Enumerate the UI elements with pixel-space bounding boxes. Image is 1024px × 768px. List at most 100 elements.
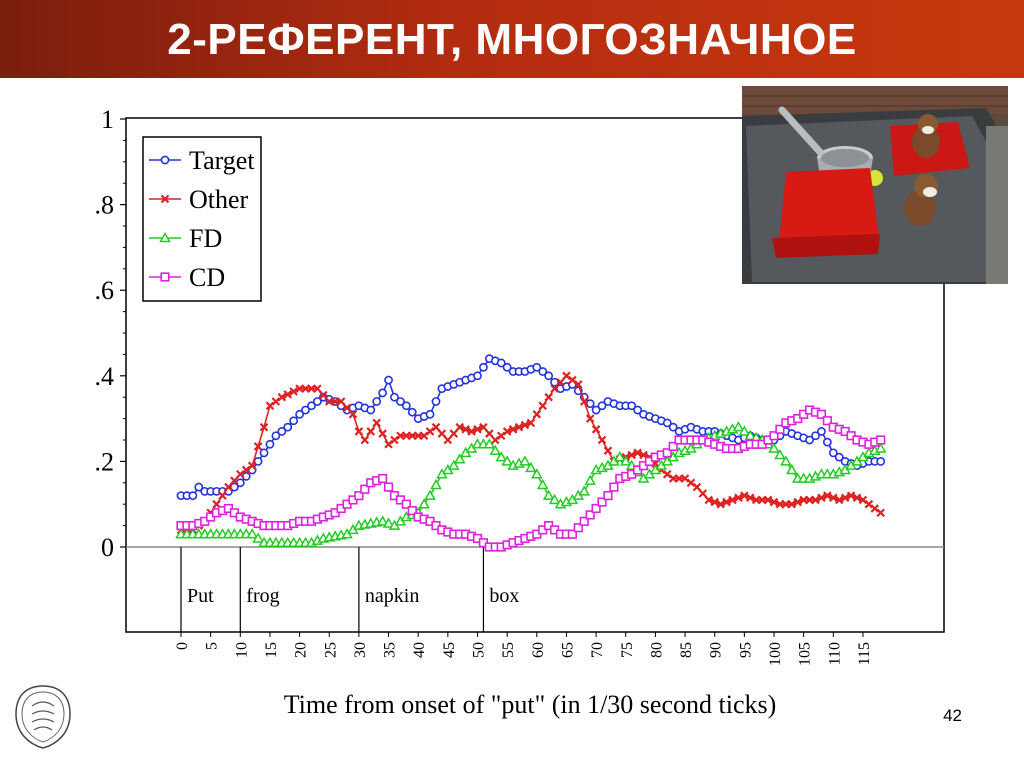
data-point bbox=[241, 465, 251, 475]
data-point bbox=[229, 482, 239, 492]
y-tick-label: .6 bbox=[95, 276, 115, 305]
data-point bbox=[531, 468, 543, 479]
data-point bbox=[692, 482, 702, 492]
x-tick-label: 15 bbox=[263, 642, 280, 658]
data-point bbox=[585, 414, 595, 423]
data-point bbox=[538, 367, 548, 376]
data-point bbox=[419, 431, 429, 440]
data-point bbox=[662, 448, 672, 458]
data-point bbox=[710, 497, 719, 507]
data-point bbox=[811, 431, 820, 441]
data-point bbox=[277, 427, 287, 436]
data-point bbox=[418, 498, 430, 509]
data-point bbox=[591, 425, 601, 434]
data-point bbox=[247, 461, 257, 470]
data-point bbox=[774, 448, 786, 460]
page-number: 42 bbox=[943, 706, 962, 725]
data-point bbox=[858, 495, 868, 505]
x-tick-label: 75 bbox=[619, 642, 636, 658]
data-point bbox=[425, 427, 435, 436]
data-point bbox=[283, 390, 293, 399]
data-point bbox=[390, 392, 399, 402]
data-point bbox=[224, 482, 233, 492]
data-point bbox=[817, 493, 826, 503]
data-point bbox=[591, 503, 601, 514]
data-point bbox=[336, 397, 346, 406]
data-point bbox=[230, 476, 239, 485]
data-point bbox=[584, 474, 596, 485]
data-point bbox=[786, 463, 798, 475]
data-point bbox=[502, 427, 512, 436]
data-point bbox=[194, 482, 204, 492]
y-tick-label: .4 bbox=[95, 362, 115, 391]
data-point bbox=[816, 409, 827, 419]
data-point bbox=[874, 442, 887, 453]
data-point bbox=[253, 456, 263, 466]
data-point bbox=[271, 431, 281, 441]
data-point bbox=[461, 425, 470, 434]
data-point bbox=[372, 418, 381, 428]
x-tick-label: 60 bbox=[530, 642, 547, 658]
data-point bbox=[519, 455, 531, 466]
scene-photo-icon bbox=[742, 86, 1008, 284]
data-point bbox=[603, 491, 613, 501]
data-point bbox=[366, 427, 376, 436]
data-point bbox=[483, 438, 496, 449]
series-fd bbox=[175, 421, 887, 547]
data-point bbox=[271, 397, 281, 406]
data-point bbox=[668, 441, 678, 452]
data-point bbox=[585, 510, 595, 520]
data-point bbox=[769, 431, 779, 441]
data-point bbox=[591, 405, 601, 415]
data-point bbox=[376, 515, 389, 526]
data-point bbox=[366, 405, 376, 415]
x-tick-label: 35 bbox=[382, 642, 399, 658]
data-point bbox=[562, 371, 571, 381]
data-point bbox=[378, 388, 388, 398]
data-point bbox=[430, 478, 442, 490]
x-tick-label: 25 bbox=[322, 642, 339, 658]
data-point bbox=[489, 444, 502, 455]
data-point bbox=[668, 422, 678, 432]
data-point bbox=[496, 431, 506, 440]
data-point bbox=[246, 528, 258, 539]
data-point bbox=[313, 384, 322, 393]
data-point bbox=[662, 418, 672, 428]
data-point bbox=[573, 523, 583, 533]
data-point bbox=[319, 390, 328, 400]
data-point bbox=[746, 493, 755, 503]
data-point bbox=[768, 442, 780, 453]
data-point bbox=[384, 375, 393, 385]
data-point bbox=[265, 401, 275, 411]
data-point bbox=[787, 499, 797, 509]
data-point bbox=[431, 397, 441, 406]
x-tick-label: 70 bbox=[589, 642, 606, 658]
data-point bbox=[698, 489, 708, 498]
university-seal-icon bbox=[15, 685, 71, 749]
data-point bbox=[301, 405, 310, 415]
data-point bbox=[449, 429, 459, 438]
data-point bbox=[342, 403, 352, 413]
data-point bbox=[277, 392, 287, 402]
data-point bbox=[633, 405, 643, 415]
data-point bbox=[253, 442, 263, 451]
data-point bbox=[289, 416, 299, 426]
data-point bbox=[491, 435, 500, 445]
data-point bbox=[289, 387, 298, 396]
x-tick-label: 5 bbox=[204, 642, 221, 650]
x-axis-label: Time from onset of "put" (in 1/30 second… bbox=[284, 690, 777, 719]
data-point bbox=[780, 455, 792, 466]
data-point bbox=[763, 495, 773, 505]
x-tick-label: 80 bbox=[648, 642, 665, 658]
data-point bbox=[407, 407, 417, 417]
series-target bbox=[176, 354, 886, 501]
x-tick-label: 10 bbox=[233, 642, 250, 658]
data-point bbox=[811, 495, 820, 505]
data-point bbox=[704, 495, 714, 505]
data-point bbox=[609, 482, 619, 492]
word-onset-label: Put bbox=[187, 585, 214, 607]
data-point bbox=[259, 448, 269, 458]
data-point bbox=[769, 497, 779, 507]
data-point bbox=[627, 401, 637, 411]
data-point bbox=[259, 422, 269, 432]
